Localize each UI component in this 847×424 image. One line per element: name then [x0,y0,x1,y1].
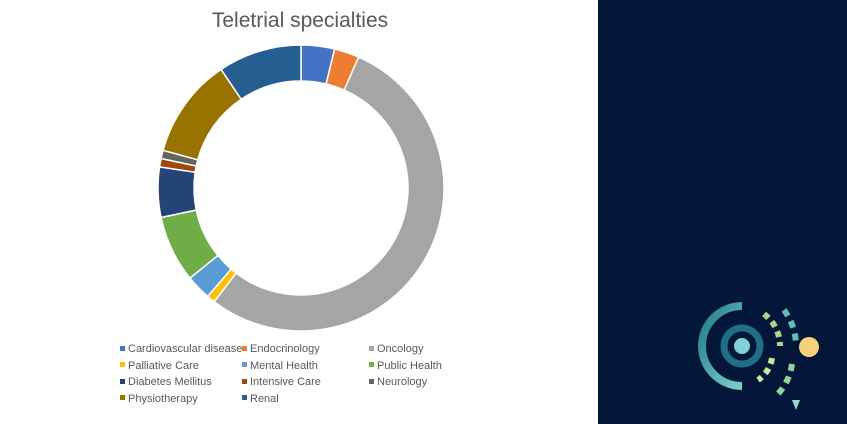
legend-item: Endocrinology [242,342,320,356]
legend-item: Renal [242,392,279,406]
legend-item: Public Health [369,359,442,373]
legend-label: Oncology [377,343,424,355]
logo-center-dot [734,338,750,354]
legend-item: Palliative Care [120,359,199,373]
legend-item: Cardiovascular disease [120,342,242,356]
australia-map-signal-logo-icon [698,302,819,410]
logo-arc-1 [762,311,783,347]
legend-label: Intensive Care [250,376,321,389]
legend-swatch [242,395,247,401]
legend-swatch [120,395,125,401]
legend-label: Physiotherapy [128,392,198,405]
legend-label: Palliative Care [128,359,199,372]
donut-slice-renal [220,44,302,101]
legend-item: Oncology [369,342,423,356]
legend-label: Diabetes Mellitus [128,376,212,389]
logo-arc-3 [781,308,799,347]
legend-label: Endocrinology [250,343,320,355]
logo-arc-4 [773,363,795,399]
legend-swatch [120,345,125,351]
legend-swatch [120,362,125,368]
logo-arc-2 [756,357,775,383]
legend-item: Physiotherapy [120,392,198,406]
logo-ring-1 [720,324,764,368]
donut-slice-oncology [213,56,445,332]
legend-item: Mental Health [242,359,318,373]
legend-item: Diabetes Mellitus [120,375,212,389]
legend-swatch [369,378,374,384]
donut-chart [157,44,445,332]
logo-ring-2 [698,302,743,390]
legend-item: Intensive Care [242,375,321,389]
legend-swatch [369,362,374,368]
legend-label: Renal [250,392,279,405]
legend-swatch [369,345,374,351]
legend-swatch [242,362,247,368]
logo-tasmania-shape [792,400,800,410]
legend-item: Neurology [369,375,427,389]
chart-title: Teletrial specialties [211,9,389,32]
legend-swatch [242,345,247,351]
logo-sun-dot [799,337,819,357]
legend-label: Mental Health [250,359,318,372]
legend-label: Neurology [377,376,428,389]
donut-slice-diabetes-mellitus [157,166,198,219]
legend-swatch [120,378,125,384]
legend-label: Cardiovascular disease [128,343,243,355]
legend-swatch [242,378,247,384]
legend-label: Public Health [377,359,442,372]
